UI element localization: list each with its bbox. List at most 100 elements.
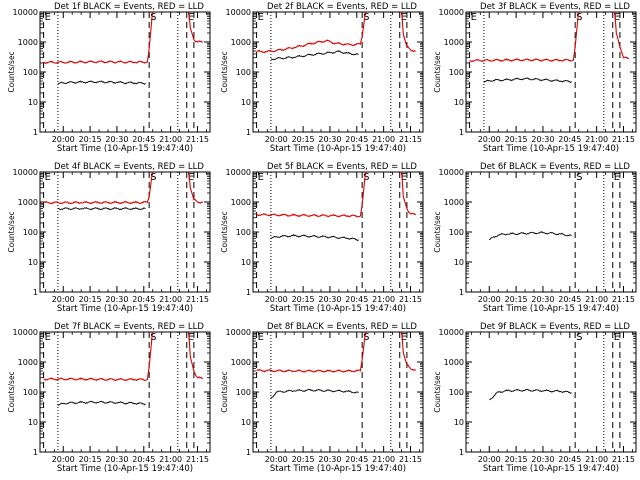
y-tick-label: 1 <box>33 448 38 457</box>
panel-det-9: Det 9f BLACK = Events, RED = LLD 1 10 100 10… <box>433 322 637 474</box>
x-tick-label: 21:15 <box>612 455 635 464</box>
panel-det-4: Det 4f BLACK = Events, RED = LLD 1 10 100 10… <box>7 162 211 314</box>
marker-label: S <box>576 172 582 183</box>
y-tick-label: 1000 <box>444 358 464 367</box>
marker-label: E <box>188 12 194 23</box>
y-tick-label: 1 <box>33 128 38 137</box>
events-series-line <box>270 49 359 61</box>
panel-title: Det 3f BLACK = Events, RED = LLD <box>480 2 630 12</box>
lld-series-line <box>256 172 416 218</box>
y-tick-label: 10 <box>241 418 251 427</box>
y-tick-label: 100 <box>236 68 251 77</box>
marker-label: S <box>150 172 156 183</box>
x-axis-label: Start Time (10-Apr-15 19:47:40) <box>57 144 193 154</box>
marker-label: S <box>576 332 582 343</box>
y-tick-label: 100 <box>449 228 464 237</box>
x-tick-label: 20:15 <box>505 135 528 144</box>
x-tick-label: 20:45 <box>345 135 368 144</box>
y-axis-label: Counts/sec <box>433 211 442 252</box>
x-tick-label: 20:30 <box>531 455 554 464</box>
panel-det-5: Det 5f BLACK = Events, RED = LLD 1 10 100 10… <box>220 162 424 314</box>
panel-title: Det 7f BLACK = Events, RED = LLD <box>54 322 204 332</box>
x-axis-label: Start Time (10-Apr-15 19:47:40) <box>270 304 406 314</box>
x-tick-label: 20:00 <box>265 295 288 304</box>
y-axis-label: Counts/sec <box>433 51 442 92</box>
x-tick-label: 21:15 <box>399 135 422 144</box>
panel-title: Det 5f BLACK = Events, RED = LLD <box>267 162 417 172</box>
x-tick-label: 20:45 <box>558 135 581 144</box>
y-axis-label: Counts/sec <box>220 211 229 252</box>
panel-title: Det 2f BLACK = Events, RED = LLD <box>267 2 417 12</box>
x-tick-label: 20:00 <box>265 135 288 144</box>
panel-det-8: Det 8f BLACK = Events, RED = LLD 1 10 100 10… <box>220 322 424 474</box>
y-tick-label: 10000 <box>439 328 464 337</box>
marker-label: E <box>188 172 194 183</box>
x-tick-label: 21:00 <box>585 135 608 144</box>
panel-det-6: Det 6f BLACK = Events, RED = LLD 1 10 100 10… <box>433 162 637 314</box>
x-tick-label: 21:00 <box>159 135 182 144</box>
y-tick-label: 10 <box>454 418 464 427</box>
y-tick-label: 100 <box>449 68 464 77</box>
marker-label: S <box>363 12 369 23</box>
y-axis-label: Counts/sec <box>7 371 16 412</box>
y-tick-label: 1 <box>459 128 464 137</box>
x-tick-label: 20:15 <box>292 135 315 144</box>
plot-frame <box>39 331 211 453</box>
lld-series-line <box>469 12 629 63</box>
y-tick-label: 1000 <box>444 198 464 207</box>
x-tick-label: 21:00 <box>585 455 608 464</box>
x-tick-label: 20:45 <box>132 455 155 464</box>
x-tick-label: 20:45 <box>132 295 155 304</box>
x-axis-label: Start Time (10-Apr-15 19:47:40) <box>483 144 619 154</box>
x-tick-label: 21:00 <box>372 455 395 464</box>
y-tick-label: 10 <box>454 98 464 107</box>
y-tick-label: 100 <box>449 388 464 397</box>
y-tick-label: 1000 <box>231 358 251 367</box>
x-axis-label: Start Time (10-Apr-15 19:47:40) <box>483 464 619 474</box>
marker-label: E <box>188 332 194 343</box>
marker-label: E <box>401 332 407 343</box>
x-tick-label: 20:30 <box>531 295 554 304</box>
lld-series-line <box>43 332 203 382</box>
panel-title: Det 4f BLACK = Events, RED = LLD <box>54 162 204 172</box>
y-tick-label: 1000 <box>18 358 38 367</box>
x-tick-label: 21:15 <box>399 455 422 464</box>
y-tick-label: 100 <box>23 68 38 77</box>
x-tick-label: 20:30 <box>318 135 341 144</box>
plot-frame <box>465 11 637 133</box>
marker-label: E <box>45 12 51 23</box>
y-axis-label: Counts/sec <box>433 371 442 412</box>
x-tick-label: 20:00 <box>478 135 501 144</box>
panel-det-3: Det 3f BLACK = Events, RED = LLD 1 10 100 10… <box>433 2 637 154</box>
y-tick-label: 1000 <box>18 38 38 47</box>
x-tick-label: 20:15 <box>505 295 528 304</box>
x-axis-label: Start Time (10-Apr-15 19:47:40) <box>57 304 193 314</box>
panel-title: Det 8f BLACK = Events, RED = LLD <box>267 322 417 332</box>
panel-det-7: Det 7f BLACK = Events, RED = LLD 1 10 100 10… <box>7 322 211 474</box>
x-tick-label: 20:30 <box>318 455 341 464</box>
x-axis-label: Start Time (10-Apr-15 19:47:40) <box>57 464 193 474</box>
x-tick-label: 20:15 <box>505 455 528 464</box>
marker-label: S <box>363 332 369 343</box>
marker-label: E <box>401 12 407 23</box>
marker-label: E <box>614 172 620 183</box>
x-tick-label: 20:15 <box>292 455 315 464</box>
y-tick-label: 10000 <box>13 328 38 337</box>
marker-label: E <box>401 172 407 183</box>
x-tick-label: 20:30 <box>105 135 128 144</box>
plot-frame <box>252 331 424 453</box>
events-series-line <box>57 207 146 211</box>
x-axis-label: Start Time (10-Apr-15 19:47:40) <box>483 304 619 314</box>
y-tick-label: 10000 <box>13 168 38 177</box>
x-tick-label: 20:00 <box>265 455 288 464</box>
x-tick-label: 20:00 <box>52 135 75 144</box>
x-tick-label: 20:45 <box>558 295 581 304</box>
y-tick-label: 10000 <box>226 8 251 17</box>
y-tick-label: 10 <box>28 258 38 267</box>
y-tick-label: 1000 <box>18 198 38 207</box>
events-series-line <box>57 80 146 85</box>
x-tick-label: 20:30 <box>105 295 128 304</box>
x-tick-label: 21:00 <box>159 295 182 304</box>
marker-label: E <box>614 332 620 343</box>
